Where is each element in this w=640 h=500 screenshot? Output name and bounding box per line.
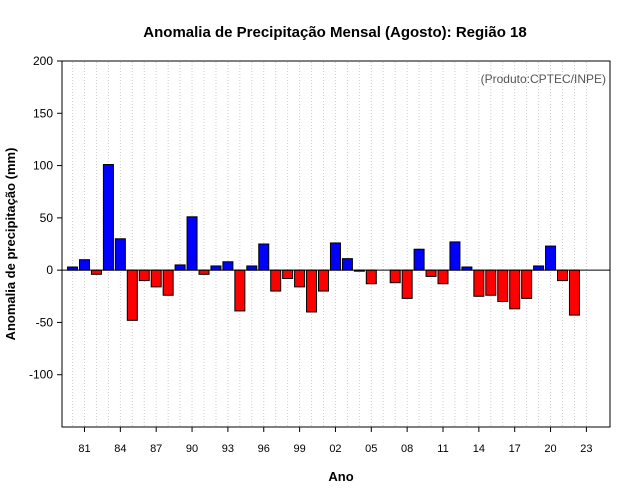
source-annotation: (Produto:CPTEC/INPE)	[481, 72, 606, 86]
bar-1982	[90, 269, 102, 275]
bar-1991	[198, 269, 210, 275]
bar-1984	[114, 238, 126, 271]
bar-1995	[246, 265, 258, 271]
y-tick-label: -100	[29, 368, 53, 382]
bar-1997	[270, 269, 282, 292]
y-tick-label: 50	[40, 211, 54, 225]
bar-2015	[485, 269, 497, 296]
x-tick-label: 17	[509, 443, 521, 455]
bar-1985	[126, 269, 138, 321]
bar-1981	[79, 259, 90, 271]
bar-2012	[449, 241, 461, 271]
y-tick-label: 0	[46, 263, 53, 277]
x-tick-label: 87	[150, 443, 162, 455]
vertical-gridlines	[72, 62, 587, 426]
x-tick-label: 05	[365, 443, 377, 455]
x-axis: 81 84 87 90 93 96 99 02 05 08 11 14 17 20 23	[78, 427, 593, 455]
bar-2019	[533, 265, 545, 271]
bar-1988	[162, 269, 174, 296]
bar-2022	[568, 269, 580, 316]
bar-1992	[210, 265, 222, 271]
bar-2002	[329, 242, 341, 271]
x-tick-label: 14	[473, 443, 485, 455]
y-tick-label: 100	[33, 159, 53, 173]
bar-2000	[306, 269, 318, 313]
bar-1983	[102, 164, 114, 271]
bar-2010	[425, 269, 437, 277]
bar-2020	[545, 245, 557, 271]
bar-1998	[282, 269, 294, 280]
bar-2003	[341, 258, 353, 271]
x-axis-title: Ano	[328, 469, 353, 484]
x-tick-label: 20	[544, 443, 556, 455]
x-tick-label: 93	[222, 443, 234, 455]
y-axis-title: Anomalia de precipitação (mm)	[3, 148, 18, 341]
x-tick-label: 90	[186, 443, 198, 455]
bar-series	[67, 164, 580, 321]
bar-2017	[509, 269, 521, 310]
bar-2011	[437, 269, 449, 285]
chart-title: Anomalia de Precipitação Mensal (Agosto)…	[143, 24, 526, 41]
bar-1993	[222, 261, 234, 271]
x-tick-label: 96	[258, 443, 270, 455]
bar-1999	[294, 269, 306, 288]
bar-1990	[186, 216, 198, 271]
y-tick-label: -50	[36, 315, 54, 329]
bar-2005	[365, 269, 377, 285]
bar-1986	[138, 269, 150, 282]
x-tick-label: 08	[401, 443, 413, 455]
bar-1989	[174, 264, 186, 271]
y-axis: -100 -50 0 50 100 150 200	[29, 54, 62, 382]
bar-2021	[557, 269, 568, 282]
x-tick-label: 11	[437, 443, 448, 455]
x-tick-label: 02	[329, 443, 341, 455]
bar-2018	[521, 269, 533, 299]
bar-2014	[473, 269, 485, 297]
x-tick-label: 23	[580, 443, 592, 455]
bar-2007	[389, 269, 401, 284]
bar-1987	[150, 269, 162, 288]
x-tick-label: 81	[78, 443, 90, 455]
bar-1994	[234, 269, 246, 312]
bar-2009	[413, 248, 425, 271]
y-tick-label: 200	[33, 54, 53, 68]
x-tick-label: 84	[114, 443, 126, 455]
bar-2001	[318, 269, 329, 292]
x-tick-label: 99	[293, 443, 305, 455]
bar-2016	[497, 269, 509, 303]
y-tick-label: 150	[33, 106, 53, 120]
bar-1996	[258, 243, 270, 271]
bar-2008	[401, 269, 413, 299]
